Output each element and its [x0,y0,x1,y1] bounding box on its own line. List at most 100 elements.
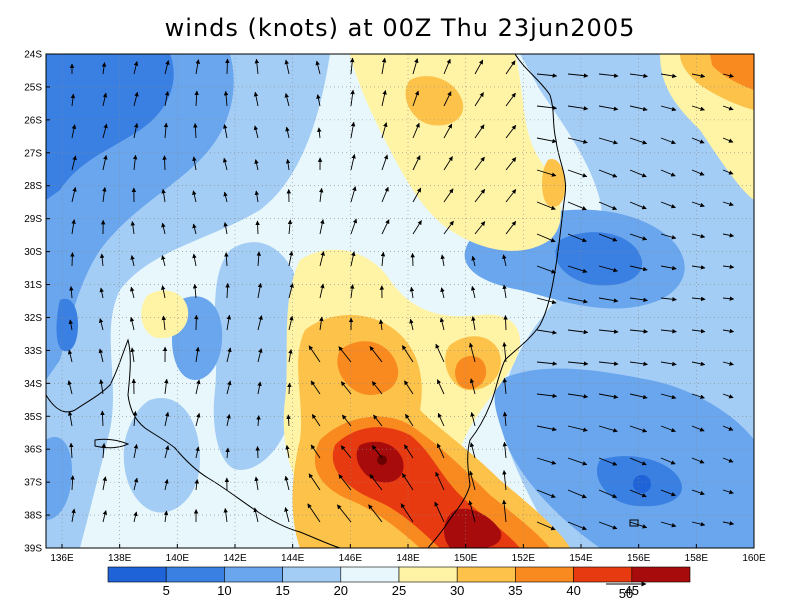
colorbar-level-label: 5 [163,583,170,598]
wind-arrow [310,380,321,395]
wind-arrow [341,414,352,427]
wind-arrow [629,425,648,433]
colorbar-swatch [456,566,516,583]
wind-arrow [70,93,76,107]
wind-arrow [536,169,557,177]
wind-arrow [567,361,589,366]
wind-arrow [254,159,259,171]
wind-arrow [349,284,355,299]
wind-arrow [434,501,445,523]
wind-arrow [567,425,588,432]
lat-tick-label: 25S [24,82,42,93]
wind-arrow [691,489,705,496]
lat-tick-label: 34S [24,379,42,390]
wind-arrow [369,346,383,363]
wind-arrow [226,314,232,331]
wind-arrow [287,219,293,235]
wind-arrow [99,379,104,395]
wind-arrow [381,122,388,139]
wind-arrow [161,222,166,235]
wind-arrow [598,201,618,210]
wind-arrow [505,220,517,235]
wind-arrow [164,445,170,459]
colorbar-level-label: 40 [566,583,580,598]
lon-tick-label: 138E [108,553,132,564]
wind-arrow [257,381,262,395]
wind-arrow [567,521,587,531]
wind-arrow [102,476,107,491]
wind-arrow [536,73,558,78]
wind-arrow [133,511,138,523]
wind-arrow [192,253,197,267]
wind-arrow [349,57,355,75]
wind-arrow [629,169,647,178]
wind-arrow [629,233,648,241]
lat-tick-label: 26S [24,115,42,126]
wind-arrow [691,328,706,334]
tasmania-island [629,519,639,527]
wind-arrow [102,92,108,107]
wind-arrow [307,503,321,523]
lat-tick-label: 39S [24,544,42,555]
wind-arrow [161,285,166,299]
lat-tick-label: 24S [24,50,42,61]
lat-tick-label: 27S [24,148,42,159]
wind-arrow [133,477,139,491]
wind-arrow [253,91,259,107]
wind-arrow [369,474,383,491]
wind-arrow [567,73,589,78]
lat-tick-label: 38S [24,511,42,522]
wind-arrow [319,251,325,267]
wind-arrow [660,169,676,177]
wind-arrow [285,444,290,459]
wind-arrow [132,410,138,427]
wind-arrow [164,411,170,427]
wind-arrow [194,479,200,491]
wind-arrow [502,441,508,459]
wind-arrow [470,285,476,299]
wind-arrow [253,125,259,139]
wind-arrow [629,297,648,303]
wind-arrow [163,510,169,523]
wind-arrow [660,297,677,302]
wind-arrow [336,504,352,523]
wind-arrow [192,223,197,235]
wind-arrow [536,393,558,399]
wind-arrow [536,521,556,531]
wind-arrow [350,251,356,267]
wind-arrow [443,156,453,171]
wind-arrow [722,521,735,526]
wind-arrow [340,381,352,395]
wind-arrow [660,137,676,145]
wind-arrow [629,137,648,145]
wind-arrow [195,379,201,395]
wind-arrow [71,186,77,203]
wind-arrow [254,58,260,75]
lat-tick-label: 31S [24,280,42,291]
lon-tick-label: 146E [339,553,363,564]
wind-arrow [722,233,735,238]
wind-arrow [410,252,415,267]
wind-arrow [468,500,476,523]
wind-arrow [629,105,648,112]
wind-arrow [474,156,485,171]
wind-arrow [255,220,260,235]
wind-arrow [368,504,383,523]
wind-arrow [474,124,485,139]
colorbar-swatch [282,566,342,583]
wind-arrow [102,123,108,139]
wind-arrow [98,318,104,331]
lon-tick-label: 152E [512,553,536,564]
wind-arrow [722,73,734,78]
wind-arrow [256,415,261,427]
wind-arrow [315,60,321,75]
wind-arrow [505,124,517,139]
lon-tick-label: 136E [50,553,74,564]
wind-arrow [598,169,618,178]
wind-arrow [288,283,294,299]
wind-arrow [412,122,420,139]
wind-arrow [536,425,557,432]
wind-arrow [226,413,231,427]
wind-arrow [371,445,383,459]
wind-arrow [162,155,167,171]
